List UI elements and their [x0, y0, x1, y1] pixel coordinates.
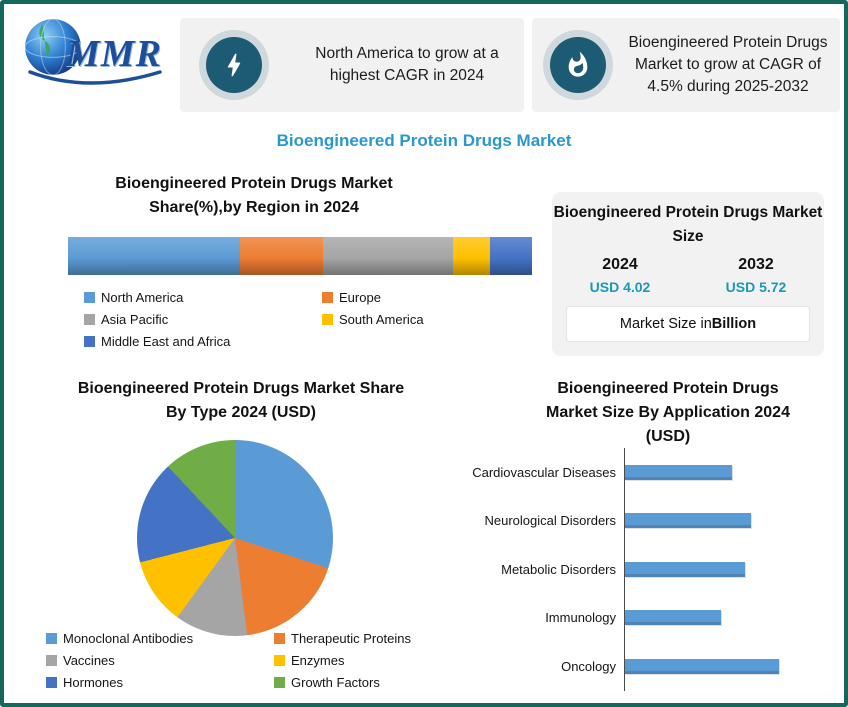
unit-note-bold: Billion	[711, 316, 757, 332]
type-legend: Monoclonal Antibodies Therapeutic Protein…	[46, 631, 486, 690]
market-size-year-2032: 2032 USD 5.72	[688, 256, 824, 295]
legend-swatch	[46, 677, 57, 688]
legend-label: South America	[339, 312, 424, 327]
legend-label: Enzymes	[291, 653, 345, 668]
legend-label: Growth Factors	[291, 675, 380, 690]
bar	[625, 464, 732, 480]
globe-icon	[24, 18, 82, 76]
stacked-segment-asia-pacific	[323, 237, 454, 275]
legend-item: Asia Pacific	[84, 312, 322, 327]
bar	[625, 658, 780, 674]
market-size-card: Bioengineered Protein Drugs Market Size …	[552, 192, 824, 356]
region-legend: North America Europe Asia Pacific South Ame…	[84, 290, 534, 349]
legend-swatch	[274, 677, 285, 688]
legend-swatch	[274, 655, 285, 666]
unit-note-prefix: Market Size in	[619, 316, 712, 332]
legend-swatch	[322, 314, 333, 325]
stacked-segment-middle-east-and-africa	[490, 237, 532, 275]
type-share-pie-chart	[137, 440, 333, 636]
bar-row: Neurological Disorders	[446, 496, 838, 545]
application-bar-chart: Cardiovascular Diseases Neurological Diso…	[446, 448, 838, 691]
legend-item: Growth Factors	[274, 675, 486, 690]
legend-swatch	[84, 292, 95, 303]
legend-item: Middle East and Africa	[84, 334, 322, 349]
legend-item: Europe	[322, 290, 534, 305]
bar-row: Metabolic Disorders	[446, 545, 838, 594]
year-value: USD 4.02	[589, 279, 651, 295]
page-title: Bioengineered Protein Drugs Market	[276, 131, 572, 150]
market-size-year-2024: 2024 USD 4.02	[552, 256, 688, 295]
lightning-icon	[206, 37, 262, 93]
legend-swatch	[84, 314, 95, 325]
stacked-segment-south-america	[453, 237, 491, 275]
type-chart-title: Bioengineered Protein Drugs Market Share…	[77, 380, 405, 421]
legend-item: Therapeutic Proteins	[274, 631, 486, 646]
legend-label: North America	[101, 290, 184, 305]
bar-track	[624, 545, 838, 594]
bar-category-label: Oncology	[561, 658, 616, 674]
bar-row: Cardiovascular Diseases	[446, 448, 838, 497]
bar-row: Immunology	[446, 593, 838, 642]
flame-icon	[550, 37, 606, 93]
legend-item: Monoclonal Antibodies	[46, 631, 274, 646]
bar-category-label: Neurological Disorders	[484, 513, 617, 529]
application-chart-title: Bioengineered Protein Drugs Market Size …	[546, 380, 790, 445]
legend-swatch	[322, 292, 333, 303]
year-label: 2024	[602, 256, 638, 273]
bar-track	[624, 642, 838, 691]
bar	[625, 610, 721, 626]
stacked-segment-europe	[239, 237, 324, 275]
legend-label: Therapeutic Proteins	[291, 631, 411, 646]
market-size-years-row: 2024 USD 4.02 2032 USD 5.72	[552, 256, 824, 295]
region-chart-title: Bioengineered Protein Drugs Market Share…	[115, 175, 393, 216]
legend-label: Vaccines	[63, 653, 115, 668]
legend-label: Middle East and Africa	[101, 334, 231, 349]
legend-item: Vaccines	[46, 653, 274, 668]
stacked-segment-north-america	[68, 237, 240, 275]
legend-item: North America	[84, 290, 322, 305]
legend-swatch	[274, 633, 285, 644]
legend-swatch	[46, 633, 57, 644]
callout-text: North America to grow at a highest CAGR …	[315, 45, 499, 84]
mmr-logo: MMR	[16, 12, 176, 94]
bar-category-label: Immunology	[545, 610, 616, 626]
bar	[625, 513, 751, 529]
bar-row: Oncology	[446, 642, 838, 691]
bar-category-label: Cardiovascular Diseases	[472, 464, 616, 480]
legend-label: Monoclonal Antibodies	[63, 631, 194, 646]
legend-item: Hormones	[46, 675, 274, 690]
callout-north-america-cagr: North America to grow at a highest CAGR …	[180, 18, 524, 112]
bar-track	[624, 593, 838, 642]
legend-swatch	[84, 336, 95, 347]
legend-label: Hormones	[63, 675, 123, 690]
legend-swatch	[46, 655, 57, 666]
callout-market-cagr: Bioengineered Protein Drugs Market to gr…	[532, 18, 840, 112]
year-label: 2032	[738, 256, 774, 273]
bar-category-label: Metabolic Disorders	[501, 561, 616, 577]
bar-track	[624, 448, 838, 497]
legend-label: Europe	[339, 290, 381, 305]
bar-track	[624, 496, 838, 545]
market-size-unit-note: Market Size in Billion	[566, 306, 810, 342]
legend-item: Enzymes	[274, 653, 486, 668]
callout-text: Bioengineered Protein Drugs Market to gr…	[628, 34, 828, 95]
region-share-stacked-bar	[68, 237, 532, 275]
logo-text: MMR	[66, 33, 162, 75]
market-size-card-title: Bioengineered Protein Drugs Market Size	[553, 204, 823, 245]
legend-item: South America	[322, 312, 534, 327]
year-value: USD 5.72	[725, 279, 787, 295]
bar	[625, 561, 746, 577]
legend-label: Asia Pacific	[101, 312, 169, 327]
logo-swoosh	[28, 70, 162, 85]
